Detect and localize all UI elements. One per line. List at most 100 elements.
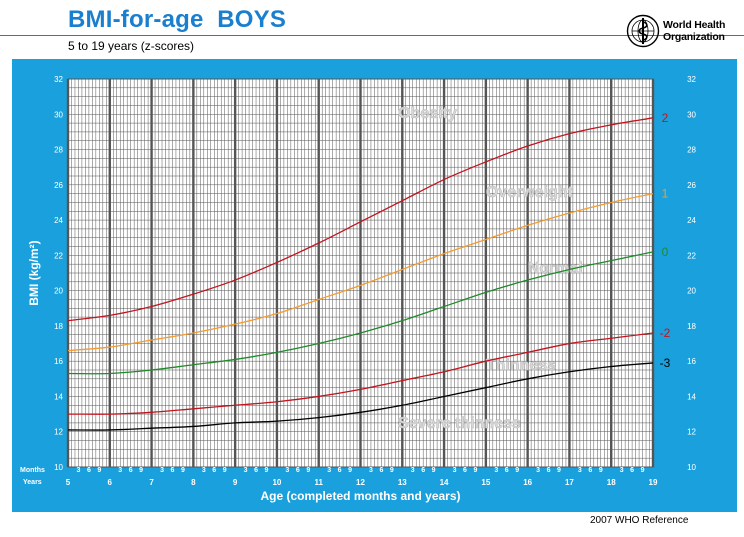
x-tick-label: 5 [66,478,71,487]
month-tick-label: 6 [379,467,383,474]
z-score-line-1 [67,193,654,352]
y-tick-label-right: 24 [687,216,696,225]
z-score-line-0 [67,251,654,375]
month-tick-label: 6 [338,467,342,474]
month-tick-label: 3 [578,467,582,474]
month-tick-label: 3 [202,467,206,474]
month-tick-label: 3 [411,467,415,474]
month-tick-label: 9 [306,467,310,474]
x-tick-label: 15 [481,478,490,487]
month-tick-label: 6 [547,467,551,474]
month-tick-label: 9 [265,467,269,474]
month-tick-label: 6 [254,467,258,474]
zone-label: Overweight [486,184,574,201]
zone-label: Obesity [398,105,457,122]
x-tick-label: 11 [314,478,323,487]
y-tick-label-left: 24 [54,216,63,225]
month-tick-label: 9 [181,467,185,474]
x-tick-label: 10 [272,478,281,487]
x-tick-label: 9 [233,478,238,487]
title-rule [0,35,744,36]
month-tick-label: 9 [223,467,227,474]
x-tick-label: 6 [108,478,113,487]
x-tick-label: 14 [440,478,449,487]
y-axis-label: BMI (kg/m²) [27,240,41,305]
month-tick-label: 3 [244,467,248,474]
month-tick-label: 9 [390,467,394,474]
month-tick-label: 6 [87,467,91,474]
month-tick-label: 3 [494,467,498,474]
x-tick-label: 7 [149,478,154,487]
month-tick-label: 6 [421,467,425,474]
y-tick-label-left: 12 [54,428,63,437]
month-tick-label: 9 [515,467,519,474]
month-tick-label: 6 [212,467,216,474]
month-tick-label: 9 [139,467,143,474]
month-tick-label: 3 [118,467,122,474]
months-row-label: Months [20,467,45,474]
month-tick-label: 6 [463,467,467,474]
y-tick-label-right: 14 [687,392,696,401]
chart-subtitle: 5 to 19 years (z-scores) [68,39,195,53]
plot-border [67,78,654,468]
month-tick-label: 3 [327,467,331,474]
y-tick-label-left: 16 [54,357,63,366]
x-tick-label: 19 [649,478,658,487]
org-name-line1: World Health [663,19,726,31]
month-tick-label: 9 [557,467,561,474]
month-tick-label: 6 [630,467,634,474]
month-tick-label: 9 [641,467,645,474]
zone-label: Severe thinness [398,415,521,432]
month-tick-label: 9 [599,467,603,474]
y-tick-label-right: 22 [687,251,696,260]
y-tick-label-left: 32 [54,75,63,84]
z-score-label: 0 [662,245,669,259]
x-tick-label: 13 [398,478,407,487]
y-tick-label-right: 18 [687,322,696,331]
zone-label: Thinness [486,357,556,374]
z-score-label: -2 [660,326,671,340]
z-score-label: -3 [660,356,671,370]
month-tick-label: 9 [432,467,436,474]
z-score-label: 1 [662,187,669,201]
x-tick-label: 12 [356,478,365,487]
y-tick-label-right: 28 [687,146,696,155]
y-tick-label-right: 10 [687,463,696,472]
month-tick-label: 3 [76,467,80,474]
month-tick-label: 6 [296,467,300,474]
x-tick-label: 17 [565,478,574,487]
chart-panel: 10 10 12 12 14 14 16 16 18 18 20 20 22 22 24 24 26 26 28 28… [12,59,737,512]
month-tick-label: 3 [369,467,373,474]
y-tick-label-right: 16 [687,357,696,366]
z-score-line--2 [67,332,654,415]
who-emblem-icon [626,14,660,48]
month-tick-label: 6 [505,467,509,474]
month-tick-label: 9 [348,467,352,474]
month-tick-label: 3 [620,467,624,474]
y-tick-label-right: 12 [687,428,696,437]
y-tick-label-right: 32 [687,75,696,84]
x-tick-label: 8 [191,478,196,487]
x-tick-label: 16 [523,478,532,487]
x-tick-label: 18 [607,478,616,487]
y-tick-label-left: 18 [54,322,63,331]
month-tick-label: 6 [588,467,592,474]
reference-note: 2007 WHO Reference [590,515,689,526]
y-tick-label-left: 28 [54,146,63,155]
y-tick-label-right: 20 [687,287,696,296]
y-tick-label-right: 30 [687,110,696,119]
z-score-line-2 [67,117,654,322]
org-name-line2: Organization [663,31,725,43]
month-tick-label: 3 [536,467,540,474]
month-tick-label: 3 [285,467,289,474]
z-score-label: 2 [662,111,669,125]
month-tick-label: 6 [171,467,175,474]
y-tick-label-left: 30 [54,110,63,119]
who-logo: World Health Organization [626,14,725,48]
month-tick-label: 3 [160,467,164,474]
month-tick-label: 9 [473,467,477,474]
y-tick-label-left: 26 [54,181,63,190]
y-tick-label-left: 20 [54,287,63,296]
z-score-line--3 [67,362,654,431]
